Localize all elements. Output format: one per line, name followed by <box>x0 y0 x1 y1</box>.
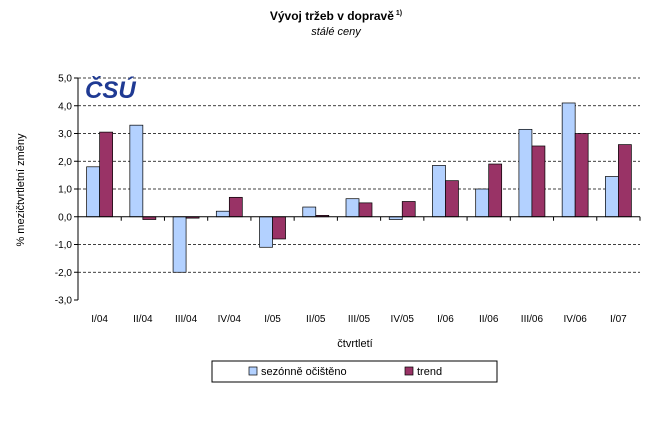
bar-trend <box>272 216 286 240</box>
bar-seasonal <box>259 216 273 248</box>
x-tick-label: III/06 <box>521 314 544 325</box>
bar-trend <box>488 163 503 218</box>
bar-trend <box>618 144 632 218</box>
x-tick-label: II/06 <box>479 314 499 325</box>
bar-trend <box>445 180 459 218</box>
y-tick-label: 0,0 <box>58 212 72 223</box>
x-tick-labels: I/04 II/04 III/04 IV/04 I/05 II/05 III/05 IV/05… <box>91 314 627 325</box>
bar-seasonal <box>129 124 144 218</box>
bar-seasonal <box>518 128 533 218</box>
legend-label-seasonal: sezónně očištěno <box>261 366 347 378</box>
y-tick-label: 1,0 <box>58 185 72 196</box>
bar-seasonal <box>302 206 317 218</box>
bar-seasonal <box>432 165 446 218</box>
legend-swatch-trend <box>404 366 414 376</box>
y-tick-label: 2,0 <box>58 157 72 168</box>
y-tick-label: -1,0 <box>55 240 73 251</box>
x-tick-label: IV/06 <box>563 314 587 325</box>
x-tick-label: II/05 <box>306 314 326 325</box>
x-tick-label: I/05 <box>264 314 281 325</box>
plot-area: -3,0 -2,0 -1,0 0,0 1,0 2,0 3,0 4,0 5,0 I/04 II/04… <box>55 74 641 325</box>
y-tick-label: -3,0 <box>55 296 73 307</box>
bar-seasonal <box>172 216 187 273</box>
y-tick-label: 3,0 <box>58 129 72 140</box>
legend: sezónně očištěno trend <box>211 360 498 383</box>
axes <box>74 77 641 301</box>
y-tick-label: 5,0 <box>58 74 72 85</box>
x-axis-label: čtvrtletí <box>337 338 372 350</box>
bar-seasonal <box>215 210 230 218</box>
bar-seasonal <box>475 188 490 218</box>
bars <box>86 102 632 273</box>
bar-seasonal <box>605 176 619 218</box>
bar-trend <box>99 131 113 218</box>
bar-trend <box>574 133 589 218</box>
chart-subtitle: stálé ceny <box>311 26 362 38</box>
x-tick-label: I/07 <box>610 314 627 325</box>
bar-trend <box>358 202 373 218</box>
y-axis-label: % mezičtvrtletní změny <box>15 133 27 247</box>
y-tick-label: 4,0 <box>58 101 72 112</box>
bar-trend <box>401 201 416 218</box>
logo: ČSÚ <box>85 76 136 104</box>
x-tick-label: I/06 <box>437 314 454 325</box>
gridlines <box>78 77 640 273</box>
bar-seasonal <box>86 166 100 218</box>
y-tick-labels: -3,0 -2,0 -1,0 0,0 1,0 2,0 3,0 4,0 5,0 <box>55 74 73 307</box>
x-tick-label: I/04 <box>91 314 108 325</box>
legend-box <box>211 360 498 383</box>
legend-label-trend: trend <box>417 366 442 378</box>
bar-seasonal <box>345 198 360 218</box>
logo-text: ČSÚ <box>85 76 136 104</box>
chart-title: Vývoj tržeb v dopravě 1) <box>270 9 402 23</box>
legend-swatch-seasonal <box>248 366 258 376</box>
x-tick-label: IV/04 <box>218 314 242 325</box>
x-tick-label: IV/05 <box>391 314 415 325</box>
bar-trend <box>531 145 546 218</box>
x-tick-label: II/04 <box>133 314 153 325</box>
x-tick-label: III/05 <box>348 314 371 325</box>
y-tick-label: -2,0 <box>55 268 73 279</box>
bar-seasonal <box>561 102 576 218</box>
bar-trend <box>228 196 243 218</box>
x-tick-label: III/04 <box>175 314 198 325</box>
